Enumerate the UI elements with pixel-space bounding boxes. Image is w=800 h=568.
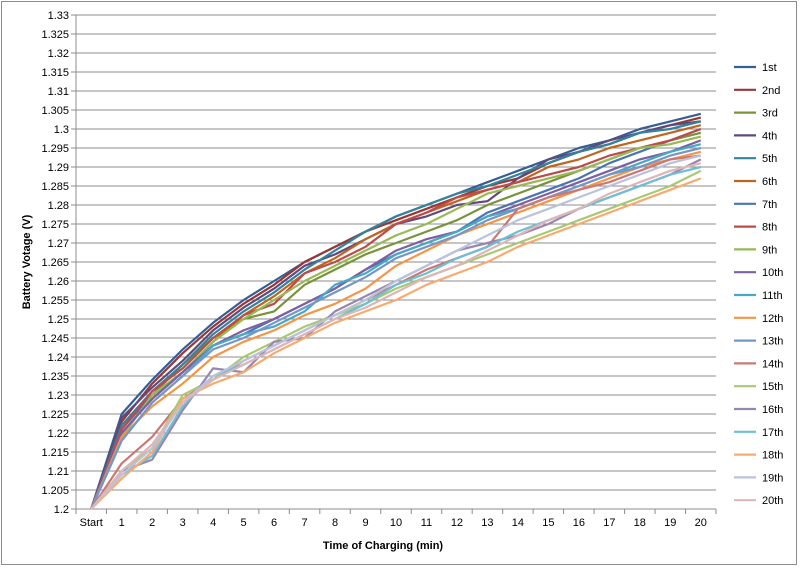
series-line-11th [90,143,702,510]
x-tick-label: 3 [180,517,186,529]
legend-label: 8th [762,222,777,234]
y-tick-label: 1.305 [41,105,69,117]
legend-label: 13th [762,336,783,348]
legend-label: 20th [762,495,783,507]
y-tick-label: 1.325 [41,29,69,41]
series-line-13th [90,146,702,510]
y-tick-label: 1.26 [48,276,69,288]
y-tick-label: 1.28 [48,200,69,212]
y-tick-label: 1.235 [41,371,69,383]
y-tick-label: 1.215 [41,447,69,459]
legend-label: 1st [762,62,777,74]
legend-label: 4th [762,130,777,142]
legend-label: 15th [762,381,783,393]
x-tick-label: 9 [362,517,368,529]
x-axis-tick-labels: Start 1 2 3 4 5 6 7 8 9 10 11 12 13 14 15 16 17 18 19 20 [80,517,707,529]
x-tick-label: 8 [332,517,338,529]
x-tick-label: 11 [421,517,432,529]
y-tick-label: 1.255 [41,295,69,307]
legend-label: 5th [762,153,777,165]
y-tick-label: 1.275 [41,219,69,231]
legend-label: 14th [762,358,783,370]
series-line-2nd [90,116,702,510]
y-tick-label: 1.23 [48,390,69,402]
y-tick-label: 1.33 [48,10,69,22]
series-line-15th [90,169,702,510]
y-tick-label: 1.29 [48,162,69,174]
legend-label: 2nd [762,85,780,97]
y-tick-label: 1.3 [54,124,69,136]
x-tick-label: 4 [210,517,216,529]
y-tick-label: 1.22 [48,428,69,440]
y-axis-tick-labels: 1.2 1.205 1.21 1.215 1.22 1.225 1.23 1.235 1.24 1… [41,10,69,516]
y-tick-label: 1.24 [48,352,69,364]
series-line-5th [90,120,702,510]
x-tick-label: 12 [451,517,463,529]
legend-label: 9th [762,244,777,256]
y-tick-label: 1.21 [48,466,69,478]
x-tick-label: 2 [149,517,155,529]
x-tick-label: Start [80,517,103,529]
legend-label: 18th [762,450,783,462]
y-tick-label: 1.245 [41,333,69,345]
legend: 1st 2nd 3rd 4th 5th 6th 7th 8th 9th 10th 11th 12th 1… [734,62,783,507]
legend-label: 7th [762,199,777,211]
legend-label: 16th [762,404,783,416]
series-line-20th [90,162,702,510]
series-line-12th [90,150,702,510]
x-tick-label: 5 [241,517,247,529]
y-tick-label: 1.315 [41,67,69,79]
series-line-18th [90,177,702,510]
x-tick-label: 7 [302,517,308,529]
y-tick-label: 1.31 [48,86,69,98]
legend-label: 17th [762,427,783,439]
x-tick-label: 13 [481,517,493,529]
legend-label: 12th [762,313,783,325]
x-tick-label: 20 [695,517,707,529]
legend-label: 19th [762,472,783,484]
x-tick-label: 10 [390,517,402,529]
x-tick-label: 6 [271,517,277,529]
series-line-10th [90,139,702,510]
y-tick-label: 1.27 [48,238,69,250]
y-tick-label: 1.205 [41,485,69,497]
y-tick-label: 1.225 [41,409,69,421]
legend-label: 11th [762,290,783,302]
series-lines [90,112,702,510]
y-tick-label: 1.285 [41,181,69,193]
series-line-8th [90,127,702,510]
axes [75,15,717,514]
y-tick-label: 1.265 [41,257,69,269]
x-tick-label: 14 [512,517,524,529]
y-tick-label: 1.295 [41,143,69,155]
x-tick-label: 17 [603,517,615,529]
x-tick-label: 1 [119,517,125,529]
x-tick-label: 19 [664,517,676,529]
y-tick-label: 1.32 [48,48,69,60]
x-tick-label: 15 [542,517,554,529]
y-tick-label: 1.2 [54,504,69,516]
x-tick-label: 16 [573,517,585,529]
series-line-1st [90,112,702,510]
x-axis-title: Time of Charging (min) [323,540,444,552]
legend-label: 3rd [762,108,778,120]
y-axis-title: Battery Votage (V) [21,214,33,309]
legend-label: 10th [762,267,783,279]
legend-label: 6th [762,176,777,188]
y-tick-label: 1.25 [48,314,69,326]
series-line-3rd [90,131,702,510]
x-tick-label: 18 [634,517,646,529]
